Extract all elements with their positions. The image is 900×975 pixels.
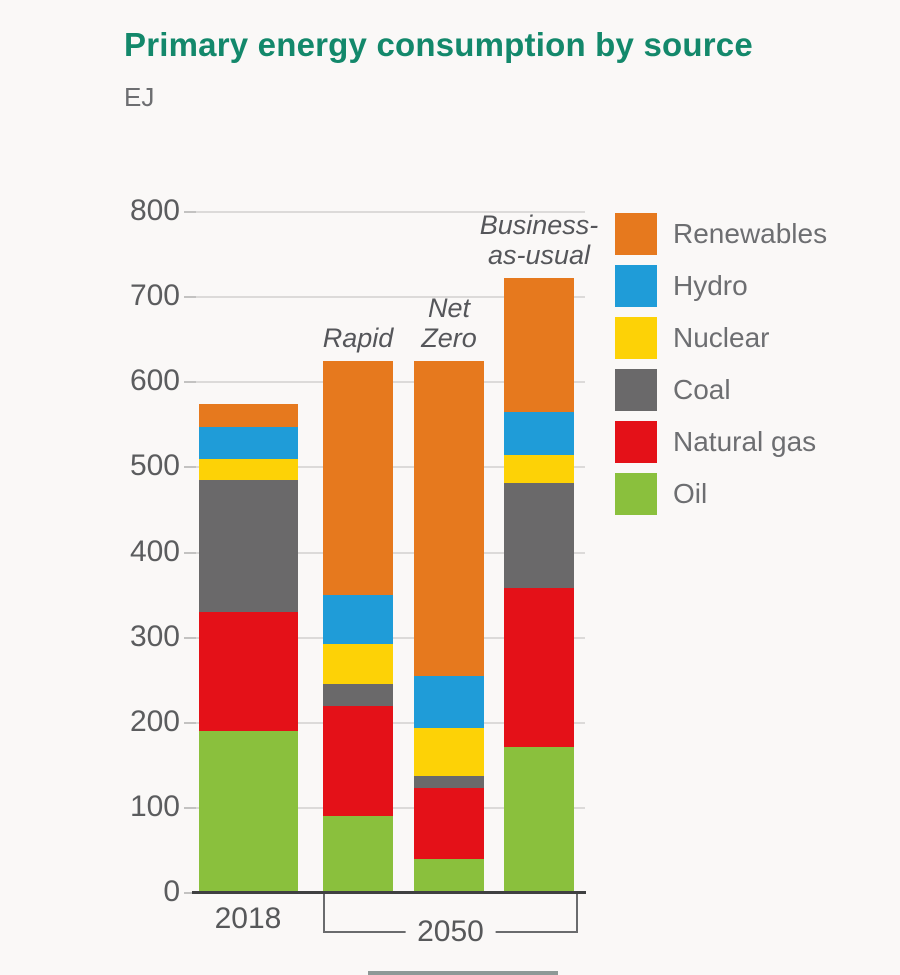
y-tick-100 [184,806,196,809]
y-axis-label-800: 800 [129,194,180,227]
segment-nuclear-rapid [323,644,393,685]
bar-net-zero [414,361,484,893]
bar-rapid [323,361,393,893]
y-tick-500 [184,466,196,469]
scenario-label-net-zero: Net Zero [299,293,599,353]
legend-swatch-icon [615,421,657,463]
x-label-2050: 2050 [405,915,496,949]
legend-swatch-icon [615,473,657,515]
segment-renewables-rapid [323,361,393,596]
y-axis-label-0: 0 [163,875,180,908]
segment-nuclear-net-zero [414,727,484,777]
legend-swatch-icon [615,265,657,307]
legend-swatch-icon [615,213,657,255]
x-label-2018: 2018 [214,902,282,935]
gridline-700 [195,296,585,299]
legend-label: Coal [673,374,731,405]
segment-coal-net-zero [414,776,484,789]
legend-label: Renewables [673,218,828,249]
scenario-label-business-as-usual: Business-as-usual [389,210,689,270]
segment-oil-2018 [199,731,298,893]
bar-business-as-usual [504,277,574,893]
segment-natural-gas-rapid [323,705,393,817]
legend-label: Nuclear [673,322,770,353]
legend-item-oil: Oil [615,473,827,515]
y-axis-label-200: 200 [129,704,180,738]
segment-coal-business-as-usual [504,482,574,589]
y-axis-label-100: 100 [129,789,180,823]
scenario-label-line: Business- [479,209,599,240]
segment-coal-rapid [323,684,393,706]
x-axis-baseline [192,891,586,894]
segment-renewables-business-as-usual [504,277,574,413]
y-tick-700 [184,296,196,299]
x-group-bracket-2050: 2050 [323,894,578,949]
chart-title: Primary energy consumption by source [124,26,753,63]
scenario-label-line: Rapid [322,322,394,353]
legend-item-nuclear: Nuclear [615,317,827,359]
segment-natural-gas-net-zero [414,788,484,859]
legend-item-renewables: Renewables [615,213,827,255]
segment-nuclear-business-as-usual [504,455,574,483]
segment-oil-net-zero [414,858,484,893]
y-axis-label-400: 400 [129,534,180,568]
y-tick-300 [184,636,196,639]
bar-2018 [199,403,298,893]
segment-hydro-2018 [199,427,298,459]
segment-natural-gas-2018 [199,612,298,732]
scenario-label-line: Zero [421,322,477,353]
unit-label: EJ [124,82,155,112]
gridline-800 [195,211,585,213]
y-axis-label-700: 700 [129,279,180,313]
y-tick-400 [184,551,196,554]
legend-label: Natural gas [673,426,817,457]
y-axis-label-300: 300 [129,619,180,653]
y-tick-200 [184,721,196,724]
segment-natural-gas-business-as-usual [504,588,574,747]
segment-hydro-rapid [323,595,393,645]
legend-item-natural-gas: Natural gas [615,421,827,463]
legend-swatch-icon [615,369,657,411]
legend-label: Hydro [673,270,748,301]
segment-hydro-net-zero [414,675,484,728]
segment-oil-rapid [323,816,393,893]
legend-swatch-icon [615,317,657,359]
y-tick-0 [184,892,196,894]
segment-renewables-2018 [199,403,298,428]
legend-item-hydro: Hydro [615,265,827,307]
y-axis-label-600: 600 [129,364,180,398]
scenario-label-rapid: Rapid [208,323,508,353]
segment-hydro-business-as-usual [504,412,574,456]
segment-oil-business-as-usual [504,746,574,893]
y-tick-600 [184,381,196,384]
legend: Renewables Hydro Nuclear Coal Natural gas Oil [615,213,827,525]
legend-item-coal: Coal [615,369,827,411]
segment-renewables-net-zero [414,361,484,676]
scenario-label-line: as-usual [487,239,591,270]
segment-nuclear-2018 [199,458,298,481]
y-axis-label-500: 500 [129,449,180,483]
segment-coal-2018 [199,480,298,613]
y-tick-800 [184,211,196,213]
cropped-footer-element [368,971,558,975]
scenario-label-line: Net [427,292,471,323]
legend-label: Oil [673,478,708,509]
